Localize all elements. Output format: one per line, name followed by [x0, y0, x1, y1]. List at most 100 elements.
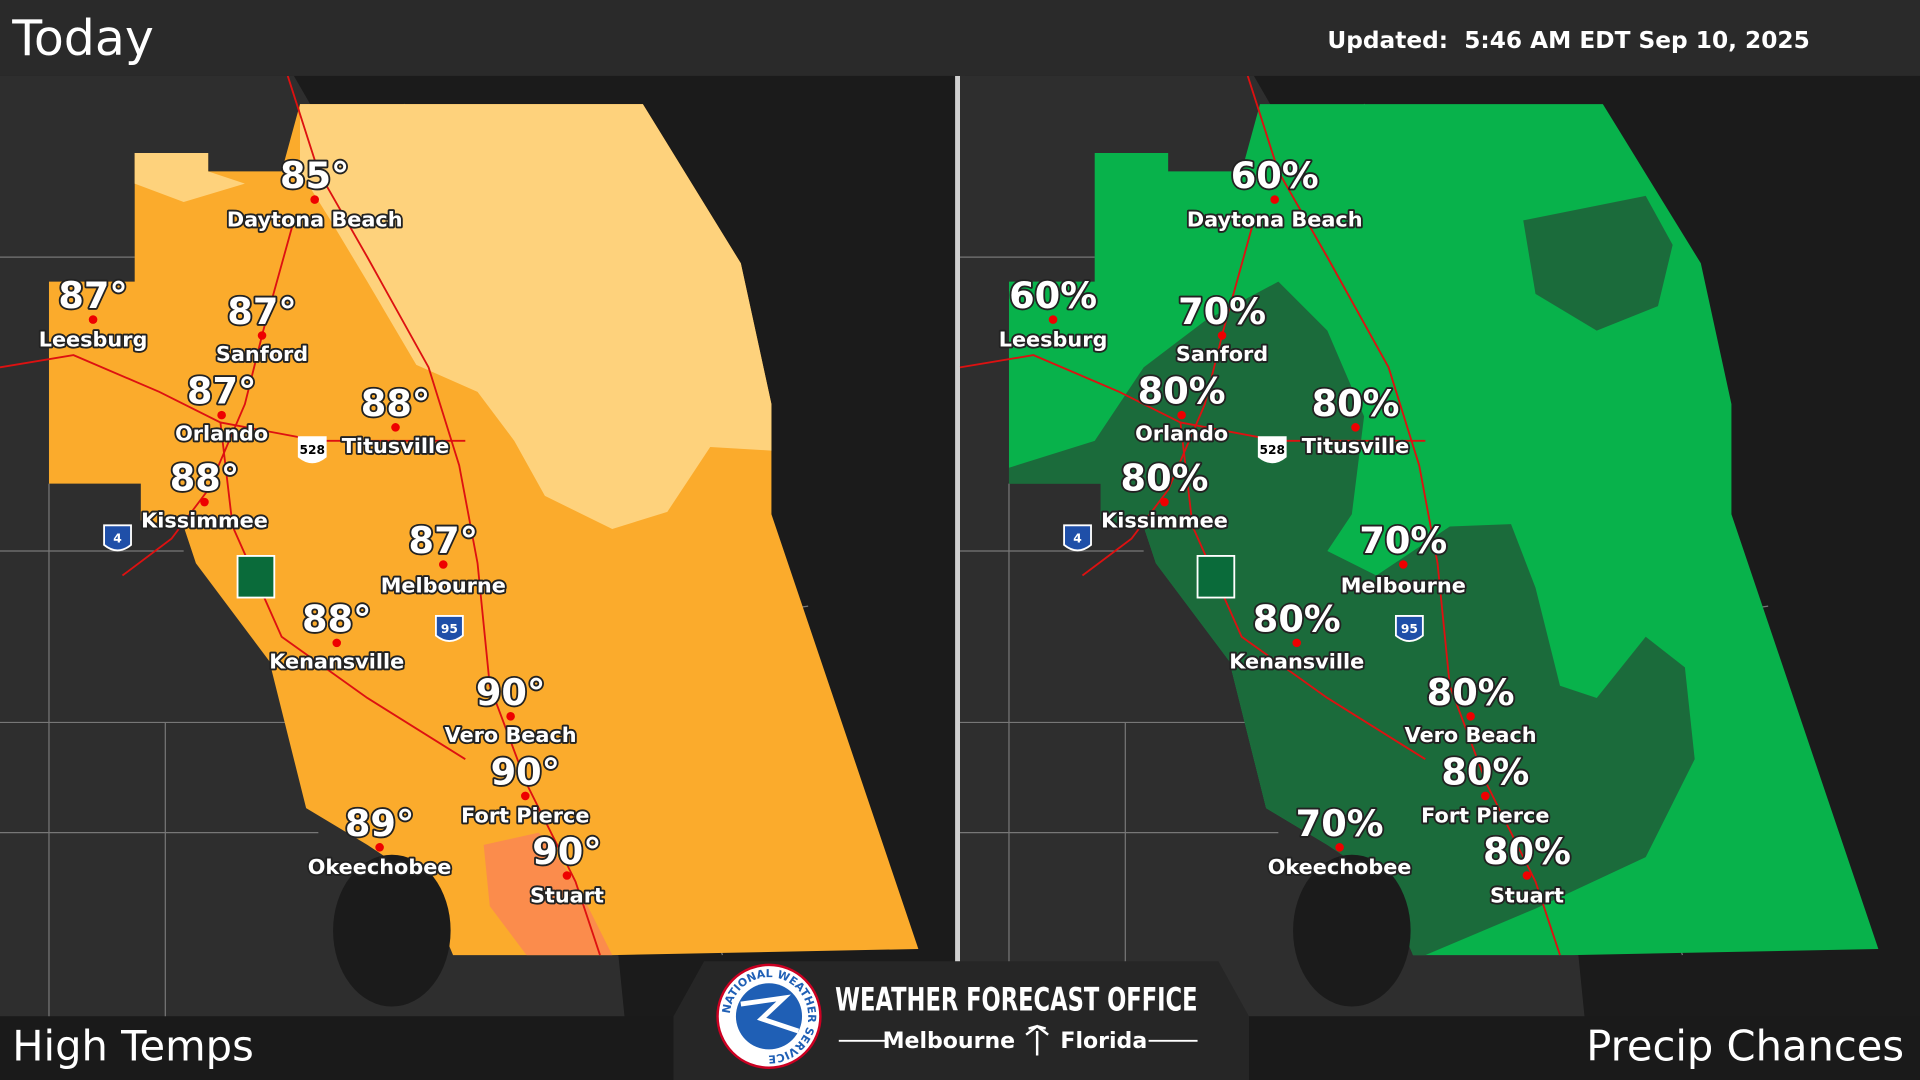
office-city: Melbourne — [883, 1029, 1016, 1054]
city-dot — [257, 331, 267, 340]
city-dot — [1466, 712, 1475, 721]
city-value: 80% — [1138, 370, 1226, 413]
city-dot — [1481, 791, 1490, 801]
city-dot — [1048, 315, 1058, 324]
city-name: Okeechobee — [1268, 855, 1412, 879]
temp-area-lower — [134, 104, 772, 529]
highway-shield — [297, 436, 327, 464]
office-name: WEATHER FORECAST OFFICE — [835, 981, 1197, 1019]
shield-number: 95 — [1401, 622, 1418, 636]
city-value: 70% — [1296, 802, 1384, 845]
city-name: Daytona Beach — [227, 207, 403, 231]
city-name: Kissimmee — [1101, 509, 1228, 533]
city-dot — [1335, 843, 1344, 852]
shield-number: 95 — [441, 622, 458, 636]
city-value: 88° — [302, 597, 371, 640]
city-value: 88° — [361, 382, 430, 425]
header-bar — [0, 0, 1920, 76]
highway-shield — [1395, 615, 1424, 642]
highway-shield — [435, 615, 464, 642]
city-value: 90° — [491, 750, 560, 793]
city-name: Kissimmee — [141, 509, 268, 533]
city-layer: 528 4 95 85° Daytona Beach 87° Leesburg 87° Sanf… — [37, 152, 606, 909]
city-value: 70% — [1359, 519, 1447, 562]
city-name: Orlando — [175, 422, 268, 446]
city-dot — [1292, 638, 1302, 648]
city-name: Titusville — [1302, 434, 1410, 458]
city-value: 88° — [170, 456, 239, 499]
city-name: Kenansville — [1229, 649, 1364, 673]
office-banner — [673, 961, 1249, 1080]
city-value: 60% — [1009, 274, 1097, 317]
city-dot — [310, 195, 319, 204]
city-value: 80% — [1253, 597, 1341, 640]
turnpike-sign — [1196, 555, 1236, 599]
shield-number: 4 — [113, 531, 122, 545]
city-dot — [506, 712, 515, 721]
city-name: Sanford — [1176, 342, 1268, 366]
city-value: 87° — [409, 519, 478, 562]
city-name: Leesburg — [999, 327, 1108, 351]
city-name: Kenansville — [269, 649, 404, 673]
city-dot — [1270, 195, 1279, 204]
city-value: 80% — [1121, 456, 1209, 499]
city-name: Leesburg — [39, 327, 148, 351]
palm-icon — [1025, 1024, 1049, 1056]
city-dot — [521, 791, 530, 801]
city-dot — [391, 423, 400, 432]
nws-logo-bolt — [740, 994, 800, 1034]
city-name: Okeechobee — [308, 855, 452, 879]
panel-title: High Temps — [12, 1021, 254, 1070]
city-name: Fort Pierce — [1421, 804, 1549, 828]
updated: Updated: 5:46 AM EDT Sep 10, 2025 — [1327, 27, 1809, 54]
city-value: 89° — [345, 802, 414, 845]
city-dot — [217, 410, 226, 420]
city-name: Stuart — [530, 883, 604, 907]
precip-area-higher — [1008, 195, 1695, 956]
city-name: Stuart — [1490, 883, 1564, 907]
city-dot — [1351, 423, 1360, 432]
city-name: Fort Pierce — [461, 804, 589, 828]
city-value: 80% — [1312, 382, 1400, 425]
city-name: Sanford — [216, 342, 308, 366]
city-value: 90° — [532, 830, 601, 873]
city-value: 80% — [1427, 671, 1515, 714]
city-name: Daytona Beach — [1187, 207, 1363, 231]
city-dot — [1160, 497, 1169, 507]
shield-number: 4 — [1073, 531, 1082, 545]
city-dot — [200, 497, 209, 507]
highway-shield — [103, 524, 132, 552]
city-value: 80% — [1483, 830, 1571, 873]
city-value: 90° — [476, 671, 545, 714]
turnpike-sign — [236, 555, 276, 599]
city-value: 70% — [1178, 290, 1266, 333]
title: Today — [11, 10, 154, 67]
city-dot — [375, 843, 384, 852]
city-name: Vero Beach — [445, 723, 577, 747]
city-name: Melbourne — [1341, 574, 1466, 598]
city-layer: 528 4 95 60% Daytona Beach 60% Leesburg 70% Sanf… — [997, 152, 1573, 909]
left-map — [0, 74, 919, 1017]
office-state: Florida — [1060, 1029, 1147, 1054]
panel-title: Precip Chances — [1586, 1021, 1904, 1070]
city-dot — [1522, 871, 1532, 880]
city-value: 87° — [187, 370, 256, 413]
temp-area-higher — [483, 832, 613, 956]
city-dot — [1398, 560, 1408, 569]
shield-number: 528 — [299, 443, 325, 457]
city-value: 87° — [58, 274, 127, 317]
shield-number: 528 — [1259, 443, 1285, 457]
city-name: Vero Beach — [1405, 723, 1537, 747]
city-name: Melbourne — [381, 574, 506, 598]
city-value: 85° — [280, 154, 349, 197]
city-dot — [562, 871, 572, 880]
nws-logo-inner — [735, 983, 803, 1050]
highway-shield — [1257, 436, 1287, 464]
city-dot — [438, 560, 448, 569]
city-value: 87° — [227, 290, 296, 333]
highway-shield — [1063, 524, 1092, 552]
city-dot — [1177, 410, 1186, 420]
